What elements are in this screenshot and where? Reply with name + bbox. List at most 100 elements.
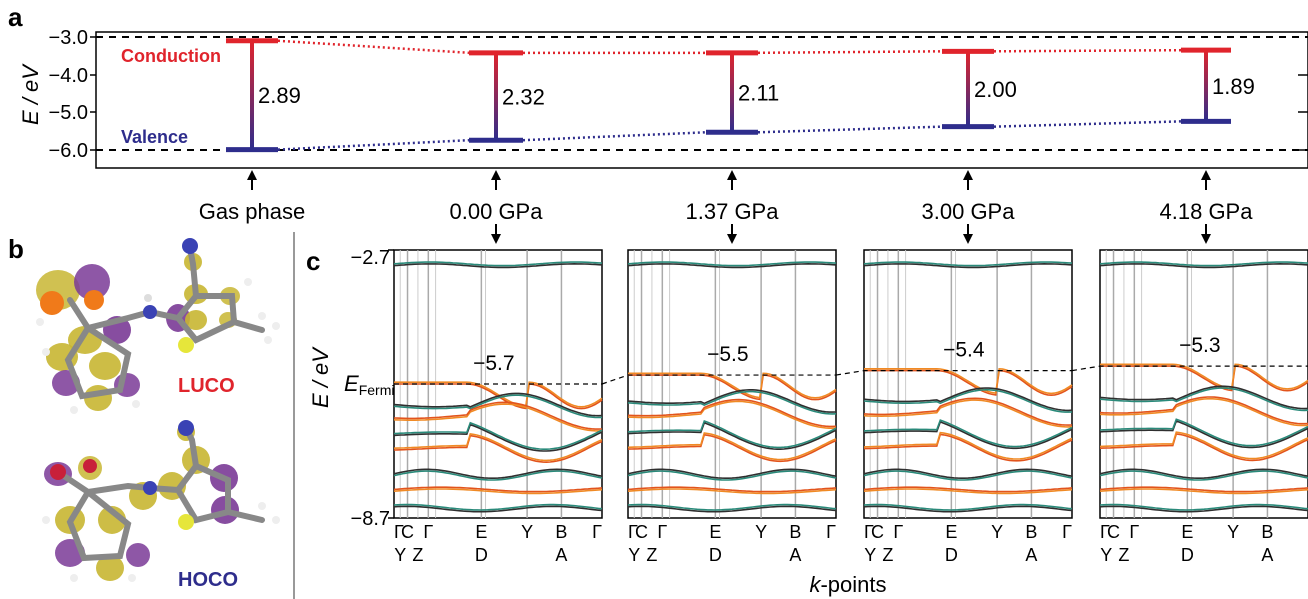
x-axis-label-k: k: [809, 572, 821, 597]
band-curve: [863, 468, 1073, 479]
band-curve: [627, 486, 837, 493]
kpoint-label: Γ: [864, 522, 874, 542]
category-label: 1.37 GPa: [686, 199, 780, 224]
band-curve: [863, 262, 1073, 269]
panel-c-letter: c: [306, 246, 320, 276]
kpoint-label: Y: [864, 545, 876, 565]
band-curve: [863, 397, 1073, 426]
kpoint-label: A: [1025, 545, 1037, 565]
kpoint-label: Y: [394, 545, 406, 565]
band-curve: [863, 470, 1073, 481]
kpoint-label: Γ: [423, 522, 433, 542]
band-curve: [628, 372, 837, 399]
kpoint-label: A: [555, 545, 567, 565]
gap-value-label: 2.00: [974, 77, 1017, 102]
category-label: 4.18 GPa: [1160, 199, 1254, 224]
fermi-value-label: −5.7: [473, 352, 514, 375]
band-curve: [393, 470, 603, 481]
hoco-molecule-illustration: [42, 420, 280, 582]
band-curve: [393, 262, 603, 269]
kpoint-label: Y: [1227, 522, 1239, 542]
kpoint-label: Y: [991, 522, 1003, 542]
kpoint-label: Γ: [1100, 522, 1110, 542]
arrowhead-down: [963, 234, 973, 244]
kpoint-label: Y: [755, 522, 767, 542]
kpoint-label: Γ: [592, 522, 602, 542]
kpoint-label: C: [871, 522, 884, 542]
kpoint-label: D: [1181, 545, 1194, 565]
band-curve: [394, 381, 603, 408]
band-curve: [627, 262, 837, 269]
band-curve: [863, 389, 1073, 413]
band-curve: [627, 503, 837, 511]
valence-label: Valence: [121, 127, 188, 147]
y-tick-label: −5.0: [49, 102, 88, 124]
band-curve: [864, 367, 1073, 395]
band-curve: [1099, 396, 1308, 425]
kpoint-label: Γ: [1062, 522, 1072, 542]
band-curve: [393, 433, 603, 462]
band-curve: [863, 420, 1073, 450]
band-curve: [1099, 397, 1308, 427]
kpoint-label: E: [1181, 522, 1193, 542]
band-curve: [1099, 431, 1308, 460]
band-curve: [627, 421, 837, 450]
gap-bar: [730, 52, 734, 133]
band-structure-plots: −5.7ΓC Γ E Y B ΓY Z D A−5.5ΓC Γ E Y B ΓY Z D A−5.4ΓC Γ E Y B…: [388, 249, 1308, 565]
kpoint-label: A: [1261, 545, 1273, 565]
band-panel: −5.5ΓC Γ E Y B ΓY Z D A: [627, 249, 837, 565]
kpoint-label: B: [789, 522, 801, 542]
band-curve: [863, 387, 1073, 412]
kpoint-label: Z: [412, 545, 423, 565]
band-curve: [1099, 262, 1308, 269]
band-curve: [627, 390, 837, 415]
band-curve: [1099, 387, 1308, 412]
band-curve: [1099, 433, 1308, 462]
category-label: Gas phase: [199, 199, 305, 224]
band-curve: [1099, 385, 1308, 410]
gap-bar: [966, 51, 970, 127]
luco-label: LUCO: [178, 375, 235, 397]
kpoint-label: E: [709, 522, 721, 542]
kpoint-label: Γ: [826, 522, 836, 542]
band-curve: [863, 419, 1073, 448]
band-curve: [863, 431, 1073, 460]
fermi-value-label: −5.4: [943, 339, 985, 362]
x-axis-label-rest: -points: [820, 572, 886, 597]
arrowhead-down: [491, 234, 501, 244]
kpoint-label: Z: [1118, 545, 1129, 565]
arrowhead-down: [1201, 234, 1211, 244]
gap-bar: [494, 52, 498, 141]
band-curve: [393, 261, 603, 267]
band-curve: [393, 503, 603, 511]
gap-bar: [1204, 50, 1208, 122]
fermi-label-sub: Fermi: [359, 382, 395, 398]
y-axis-label: E / eV: [18, 63, 43, 125]
kpoint-label: B: [1025, 522, 1037, 542]
band-curve: [627, 433, 837, 463]
x-axis-label-text: k-points: [809, 572, 886, 597]
band-curve: [627, 400, 837, 429]
conduction-connector: [277, 39, 1182, 55]
kpoint-label: Z: [882, 545, 893, 565]
fermi-value-label: −5.5: [707, 343, 748, 366]
band-curve: [863, 486, 1073, 493]
kpoint-label: E: [945, 522, 957, 542]
band-curve: [1099, 505, 1308, 513]
y-tick-label: −6.0: [49, 140, 88, 162]
y-tick-label: −3.0: [49, 27, 88, 49]
luco-molecule-illustration: [36, 238, 280, 414]
y-tick-label: −8.7: [351, 508, 390, 530]
band-curve: [863, 399, 1073, 428]
kpoint-label: Γ: [394, 522, 404, 542]
kpoint-label: C: [635, 522, 648, 542]
kpoint-label: Γ: [893, 522, 903, 542]
band-curve: [393, 423, 603, 452]
band-curve: [393, 401, 603, 430]
fermi-value-label: −5.3: [1179, 334, 1220, 357]
band-curve: [1099, 418, 1308, 447]
band-curve: [627, 488, 837, 495]
arrowhead-up: [1201, 170, 1211, 180]
band-curve: [1099, 486, 1308, 493]
kpoint-label: Y: [628, 545, 640, 565]
